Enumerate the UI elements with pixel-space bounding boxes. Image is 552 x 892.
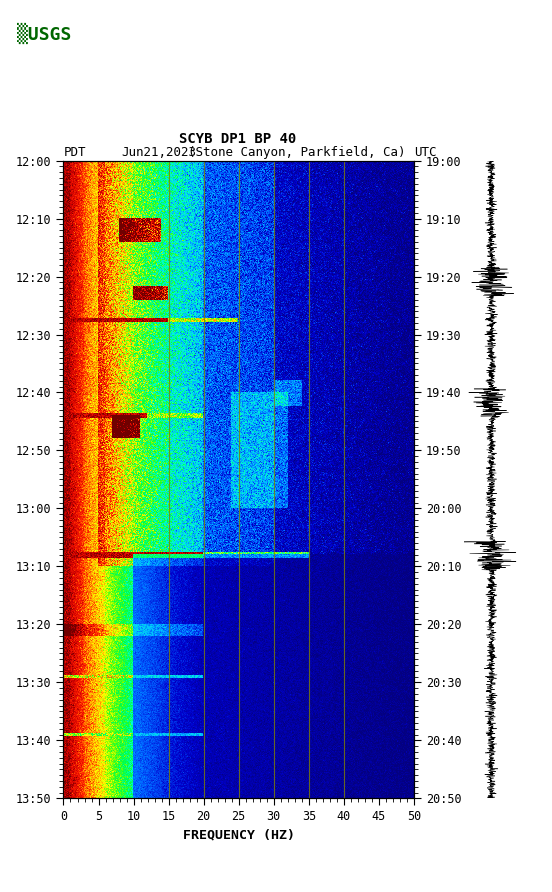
Text: ▒USGS: ▒USGS xyxy=(17,23,71,45)
Text: UTC: UTC xyxy=(414,145,437,159)
Text: SCYB DP1 BP 40: SCYB DP1 BP 40 xyxy=(179,132,296,146)
Text: PDT: PDT xyxy=(63,145,86,159)
Text: Jun21,2023: Jun21,2023 xyxy=(121,145,197,159)
X-axis label: FREQUENCY (HZ): FREQUENCY (HZ) xyxy=(183,829,295,842)
Text: (Stone Canyon, Parkfield, Ca): (Stone Canyon, Parkfield, Ca) xyxy=(188,145,405,159)
